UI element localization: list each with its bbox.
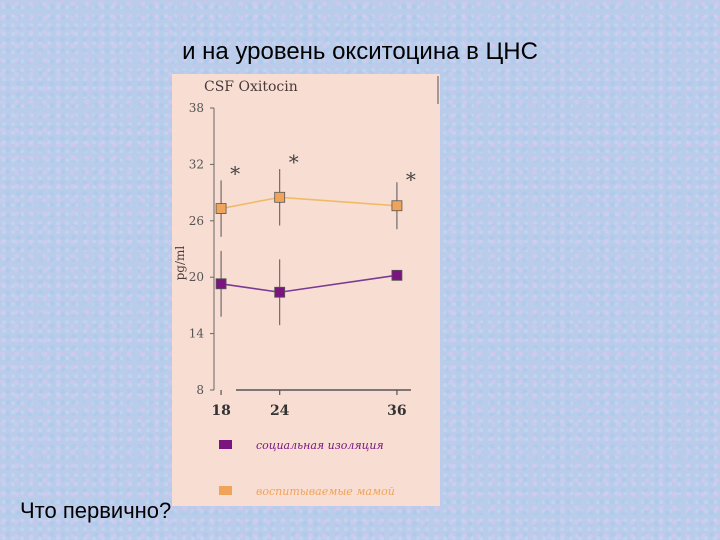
chart-panel: CSF Oxitocin pg/ml 8 14 20 26 32 38 18 24 36 * * *… <box>172 74 440 506</box>
significance-marker: * <box>289 150 299 174</box>
y-tick-label: 14 <box>189 327 205 341</box>
data-point <box>274 191 286 203</box>
series-1 <box>215 250 403 326</box>
y-tick-label: 32 <box>189 157 204 171</box>
x-tick-label: 36 <box>387 403 406 419</box>
significance-marker: * <box>406 167 416 191</box>
x-tick-label: 24 <box>270 403 290 419</box>
data-point <box>391 269 403 281</box>
data-point <box>215 203 227 214</box>
slide-title: и на уровень окситоцина в ЦНС <box>182 38 538 65</box>
y-tick-label: 26 <box>189 214 204 228</box>
question-text: Что первично? <box>20 498 172 523</box>
axes: 8 14 20 26 32 38 18 24 36 <box>189 101 411 419</box>
data-point <box>215 278 227 290</box>
y-tick-label: 38 <box>189 101 204 115</box>
series-line <box>220 274 398 294</box>
legend: социальная изоляция воспитываемые мамой <box>219 439 395 498</box>
significance-marker: * <box>230 161 240 185</box>
x-tick-label: 18 <box>211 403 230 419</box>
series-0: * * * <box>215 150 416 237</box>
y-tick-label: 20 <box>189 270 204 284</box>
y-tick-label: 8 <box>196 383 204 397</box>
legend-label: социальная изоляция <box>256 439 384 452</box>
series-layer: * * * <box>215 150 416 326</box>
data-point <box>391 200 403 212</box>
y-axis-label: pg/ml <box>173 246 187 281</box>
data-point <box>274 286 286 298</box>
legend-swatch <box>219 440 232 449</box>
series-line <box>220 196 397 210</box>
chart-title: CSF Oxitocin <box>204 79 298 95</box>
legend-label: воспитываемые мамой <box>256 485 395 498</box>
legend-swatch <box>219 486 232 495</box>
